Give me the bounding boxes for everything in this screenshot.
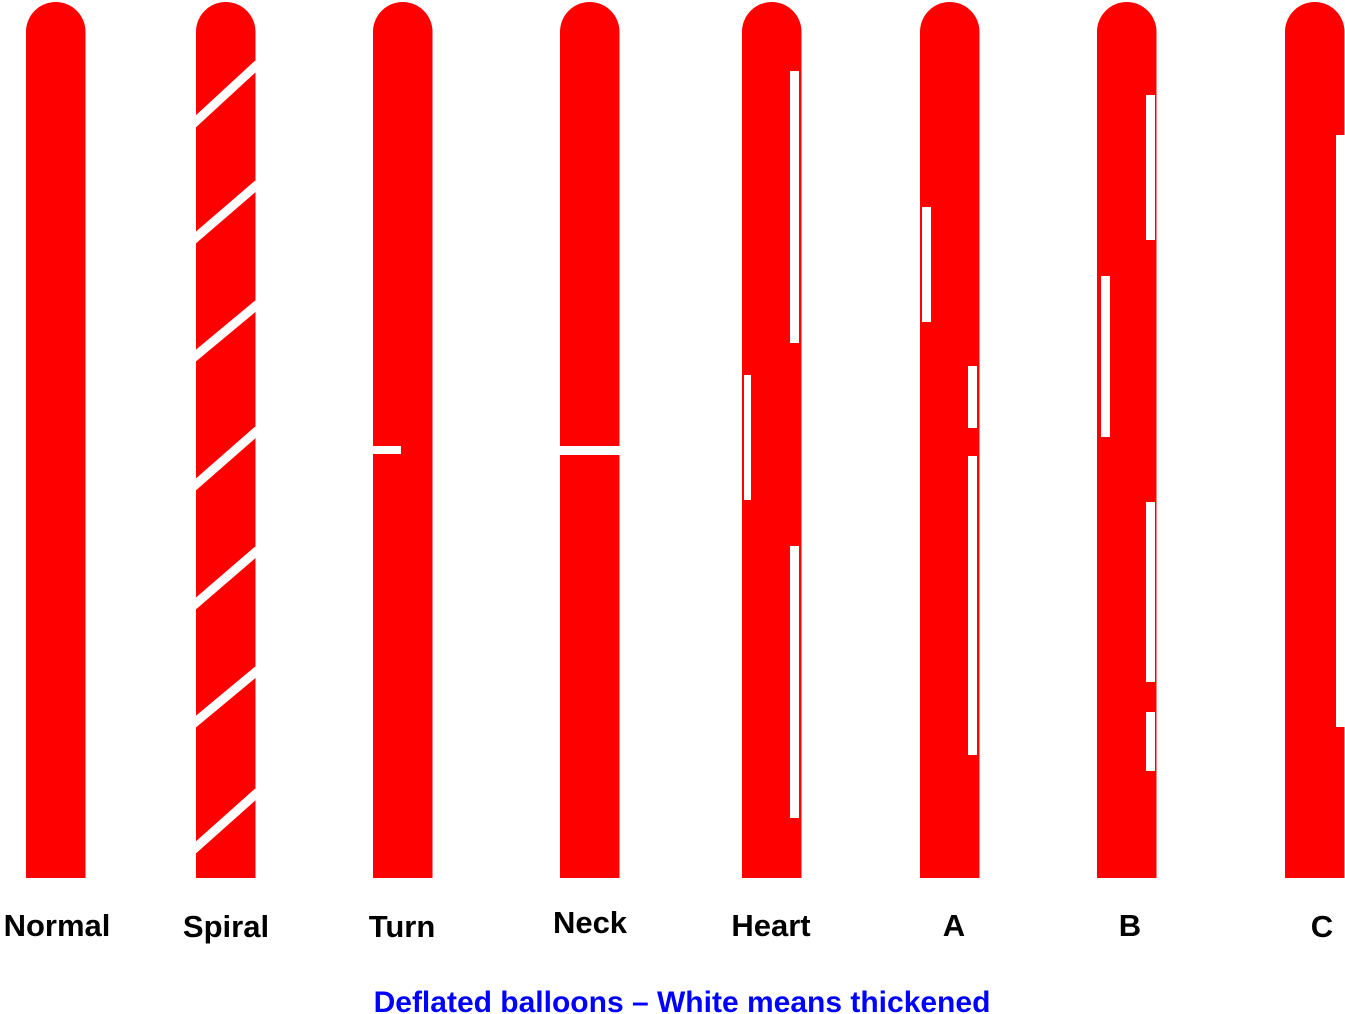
label: C: [1311, 909, 1333, 944]
balloon: [742, 1, 802, 878]
label: B: [1119, 908, 1141, 943]
balloon: [373, 1, 433, 878]
label: Heart: [731, 908, 810, 943]
stripe: [190, 788, 261, 854]
balloon: [26, 1, 86, 878]
stripe: [190, 180, 261, 244]
labels: Normal Spiral Turn Neck Heart A B C: [4, 905, 1334, 944]
thickened-zone: [744, 375, 751, 500]
thickened-zone: [1146, 502, 1155, 682]
thickened-zone: [1336, 135, 1345, 727]
balloon: [1097, 1, 1157, 878]
label: Normal: [4, 908, 111, 943]
thickened-zone: [790, 71, 799, 343]
balloon: [560, 1, 620, 878]
label: Spiral: [183, 909, 269, 944]
thickened-zone: [1101, 276, 1110, 437]
thickened-zone: [968, 456, 977, 755]
thickened-zone: [968, 366, 977, 428]
spiral-stripes: [189, 60, 262, 854]
thickened-zone: [790, 546, 799, 818]
thickened-zone: [373, 446, 401, 454]
label: A: [943, 908, 965, 943]
balloon: [1285, 1, 1345, 878]
thickened-zone: [1146, 712, 1155, 771]
stripe: [190, 666, 261, 728]
balloons: [26, 1, 1345, 879]
stripe: [190, 300, 261, 362]
balloon: [920, 2, 980, 879]
thickened-zone: [1146, 95, 1155, 240]
label: Turn: [369, 909, 436, 944]
thickened-zone: [922, 207, 931, 322]
stripe: [189, 60, 262, 128]
stripe: [190, 426, 261, 491]
stripe: [190, 546, 261, 610]
label: Neck: [553, 905, 628, 940]
thickened-zone: [560, 446, 620, 455]
caption: Deflated balloons – White means thickene…: [374, 986, 991, 1014]
